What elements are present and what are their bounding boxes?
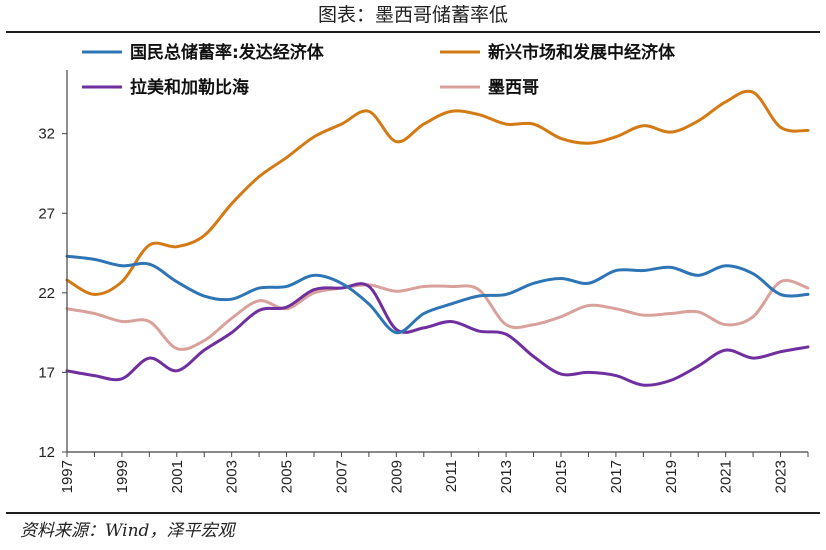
axes: 12 17 22 27 32 1997 1999 2001 2003 2005 2007 2009 20… xyxy=(38,70,809,493)
x-tick-label: 2005 xyxy=(279,460,296,493)
y-tick-label: 27 xyxy=(38,205,55,222)
x-tick-label: 2007 xyxy=(333,460,350,493)
source-note: 资料来源：Wind，泽平宏观 xyxy=(20,521,235,541)
x-tick-label: 2003 xyxy=(224,460,241,493)
series-line-3 xyxy=(65,282,810,387)
series-line-4 xyxy=(65,279,810,351)
y-tick-label: 32 xyxy=(38,126,55,143)
legend-label-4: 墨西哥 xyxy=(488,78,539,98)
legend-label-1: 国民总储蓄率:发达经济体 xyxy=(130,42,325,63)
legend-label-3: 拉美和加勒比海 xyxy=(130,77,249,98)
y-tick-label: 17 xyxy=(38,364,55,381)
x-tick-label: 2023 xyxy=(773,460,790,493)
series-line-2 xyxy=(65,89,810,296)
legend-label-2: 新兴市场和发展中经济体 xyxy=(488,42,676,63)
series-layer xyxy=(65,89,810,387)
x-tick-label: 2021 xyxy=(718,460,735,493)
x-tick-label: 2017 xyxy=(608,460,625,493)
x-tick-label: 2013 xyxy=(498,460,515,493)
top-rule xyxy=(6,31,820,33)
x-tick-label: 2009 xyxy=(388,460,405,493)
series-line-1 xyxy=(65,254,810,335)
x-tick-label: 2015 xyxy=(553,460,570,493)
x-tick-label: 2011 xyxy=(443,460,460,492)
y-tick-label: 22 xyxy=(38,285,55,302)
x-tick-label: 1999 xyxy=(114,460,131,493)
chart-title: 图表：墨西哥储蓄率低 xyxy=(317,4,508,26)
bottom-rule xyxy=(6,512,820,514)
y-tick-label: 12 xyxy=(38,444,55,461)
x-tick-label: 2019 xyxy=(663,460,680,493)
x-tick-label: 1997 xyxy=(59,460,76,493)
x-tick-label: 2001 xyxy=(169,460,186,493)
